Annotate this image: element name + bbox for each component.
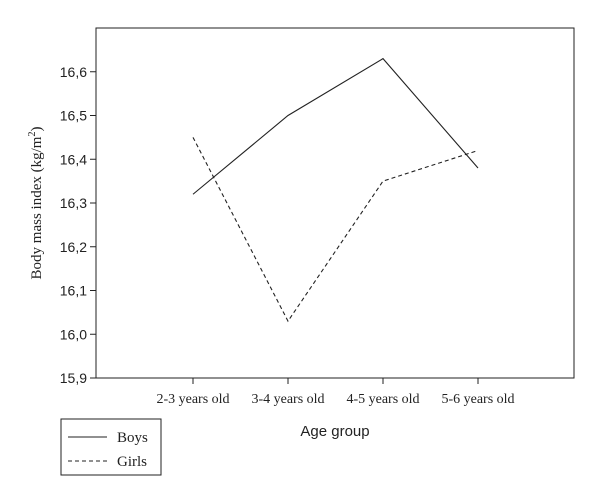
y-tick-label: 16,6 — [60, 64, 87, 80]
x-tick-label: 4-5 years old — [346, 392, 419, 407]
legend-box — [60, 418, 162, 476]
x-tick-label: 5-6 years old — [441, 392, 514, 407]
y-axis-title-superscript: 2 — [27, 132, 38, 137]
series-line-girls — [192, 137, 479, 323]
series-lines — [192, 57, 479, 323]
legend-label-girls: Girls — [117, 454, 147, 470]
y-tick-label: 16,1 — [60, 283, 87, 299]
legend-label-boys: Boys — [117, 430, 148, 446]
y-tick-label: 16,2 — [60, 239, 87, 255]
y-tick-label: 15,9 — [60, 370, 87, 386]
plot-frame — [95, 27, 575, 379]
y-axis-ticks: 15,9 16,0 16,1 16,2 16,3 16,4 16,5 16,6 — [60, 64, 96, 386]
x-tick-label: 3-4 years old — [251, 392, 324, 407]
y-tick-label: 16,4 — [60, 151, 87, 167]
x-axis-ticks: 2-3 years old 3-4 years old 4-5 years old 5… — [156, 378, 515, 407]
y-axis-title-end: ) — [29, 127, 45, 132]
y-axis-title: Body mass index (kg/m2) — [27, 127, 45, 280]
y-axis-title-main: Body mass index (kg/m — [29, 136, 45, 279]
y-tick-label: 16,5 — [60, 108, 87, 124]
x-axis-title: Age group — [300, 423, 369, 440]
y-tick-label: 16,0 — [60, 326, 87, 342]
x-tick-label: 2-3 years old — [156, 392, 229, 407]
y-tick-label: 16,3 — [60, 195, 87, 211]
series-line-boys — [192, 57, 479, 195]
legend: Boys Girls — [60, 418, 162, 476]
